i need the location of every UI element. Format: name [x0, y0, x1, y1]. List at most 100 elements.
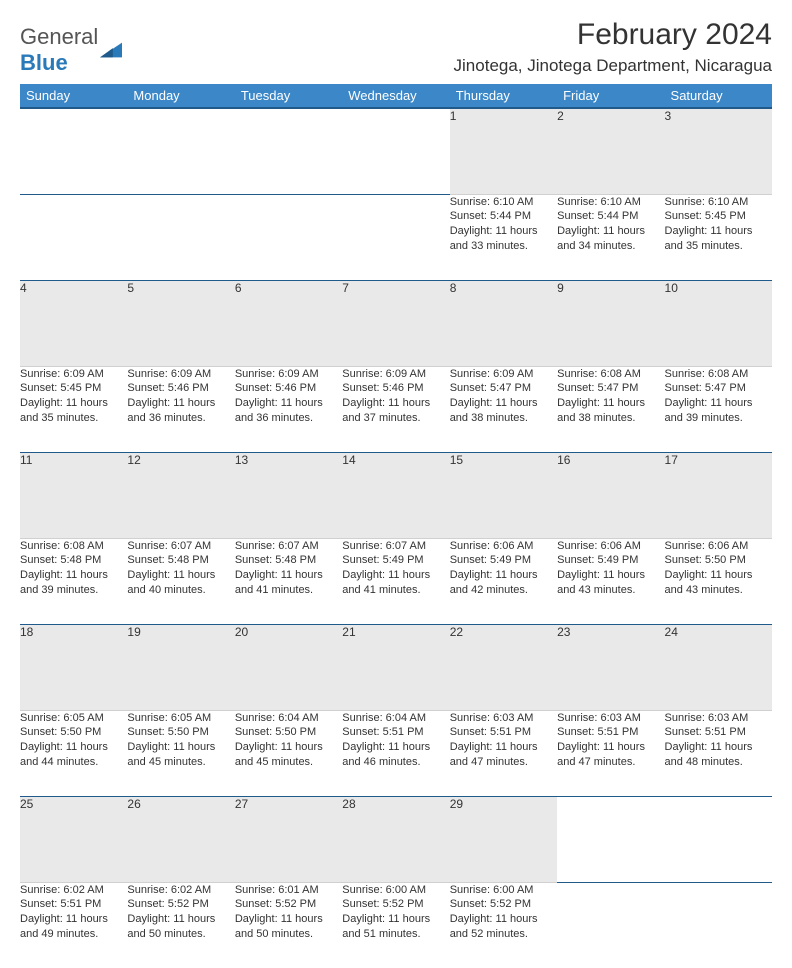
sunset-line: Sunset: 5:46 PM [342, 381, 449, 396]
logo: General Blue [20, 24, 122, 76]
daylight-line: Daylight: 11 hoursand 50 minutes. [127, 912, 234, 942]
daylight-line: Daylight: 11 hoursand 38 minutes. [450, 396, 557, 426]
sunrise-line: Sunrise: 6:05 AM [127, 711, 234, 726]
sunrise-line: Sunrise: 6:06 AM [665, 539, 772, 554]
day-cell: Sunrise: 6:10 AMSunset: 5:45 PMDaylight:… [665, 194, 772, 280]
day-number: 10 [665, 280, 772, 366]
sunrise-line: Sunrise: 6:09 AM [235, 367, 342, 382]
sunset-line: Sunset: 5:51 PM [557, 725, 664, 740]
day-number: 11 [20, 452, 127, 538]
daylight-line: Daylight: 11 hoursand 45 minutes. [127, 740, 234, 770]
sunset-line: Sunset: 5:44 PM [450, 209, 557, 224]
empty-cell [557, 796, 664, 882]
day-number: 25 [20, 796, 127, 882]
logo-text: General Blue [20, 24, 98, 76]
daylight-line: Daylight: 11 hoursand 45 minutes. [235, 740, 342, 770]
day-cell: Sunrise: 6:06 AMSunset: 5:49 PMDaylight:… [450, 538, 557, 624]
sunrise-line: Sunrise: 6:09 AM [127, 367, 234, 382]
day-cell: Sunrise: 6:06 AMSunset: 5:49 PMDaylight:… [557, 538, 664, 624]
sunset-line: Sunset: 5:46 PM [235, 381, 342, 396]
sunrise-line: Sunrise: 6:00 AM [450, 883, 557, 898]
empty-cell [665, 882, 772, 968]
sunrise-line: Sunrise: 6:03 AM [557, 711, 664, 726]
day-cell: Sunrise: 6:04 AMSunset: 5:50 PMDaylight:… [235, 710, 342, 796]
sunset-line: Sunset: 5:48 PM [20, 553, 127, 568]
day-number: 21 [342, 624, 449, 710]
header: General Blue February 2024 Jinotega, Jin… [20, 18, 772, 82]
logo-word-1: General [20, 24, 98, 49]
month-title: February 2024 [454, 18, 772, 52]
day-number: 13 [235, 452, 342, 538]
day-cell: Sunrise: 6:05 AMSunset: 5:50 PMDaylight:… [20, 710, 127, 796]
day-cell: Sunrise: 6:00 AMSunset: 5:52 PMDaylight:… [342, 882, 449, 968]
day-cell: Sunrise: 6:05 AMSunset: 5:50 PMDaylight:… [127, 710, 234, 796]
daylight-line: Daylight: 11 hoursand 51 minutes. [342, 912, 449, 942]
empty-cell [342, 108, 449, 194]
sunrise-line: Sunrise: 6:03 AM [665, 711, 772, 726]
sunrise-line: Sunrise: 6:10 AM [557, 195, 664, 210]
empty-cell [557, 882, 664, 968]
daylight-line: Daylight: 11 hoursand 36 minutes. [127, 396, 234, 426]
day-number: 2 [557, 108, 664, 194]
day-number: 3 [665, 108, 772, 194]
day-cell: Sunrise: 6:01 AMSunset: 5:52 PMDaylight:… [235, 882, 342, 968]
day-cell: Sunrise: 6:03 AMSunset: 5:51 PMDaylight:… [665, 710, 772, 796]
day-cell: Sunrise: 6:10 AMSunset: 5:44 PMDaylight:… [557, 194, 664, 280]
empty-cell [20, 108, 127, 194]
daylight-line: Daylight: 11 hoursand 52 minutes. [450, 912, 557, 942]
calendar-table: SundayMondayTuesdayWednesdayThursdayFrid… [20, 84, 772, 968]
day-number: 28 [342, 796, 449, 882]
sunrise-line: Sunrise: 6:02 AM [127, 883, 234, 898]
sunrise-line: Sunrise: 6:06 AM [450, 539, 557, 554]
sunrise-line: Sunrise: 6:07 AM [127, 539, 234, 554]
sunset-line: Sunset: 5:52 PM [342, 897, 449, 912]
daylight-line: Daylight: 11 hoursand 47 minutes. [557, 740, 664, 770]
sunrise-line: Sunrise: 6:09 AM [20, 367, 127, 382]
weekday-header: Tuesday [235, 84, 342, 108]
sunrise-line: Sunrise: 6:02 AM [20, 883, 127, 898]
sunrise-line: Sunrise: 6:09 AM [450, 367, 557, 382]
daylight-line: Daylight: 11 hoursand 38 minutes. [557, 396, 664, 426]
sunset-line: Sunset: 5:50 PM [665, 553, 772, 568]
daylight-line: Daylight: 11 hoursand 47 minutes. [450, 740, 557, 770]
day-number: 17 [665, 452, 772, 538]
sunset-line: Sunset: 5:49 PM [342, 553, 449, 568]
day-number: 24 [665, 624, 772, 710]
day-number: 5 [127, 280, 234, 366]
day-number: 27 [235, 796, 342, 882]
day-number: 8 [450, 280, 557, 366]
day-cell: Sunrise: 6:09 AMSunset: 5:45 PMDaylight:… [20, 366, 127, 452]
day-cell: Sunrise: 6:03 AMSunset: 5:51 PMDaylight:… [557, 710, 664, 796]
day-number: 1 [450, 108, 557, 194]
day-number: 23 [557, 624, 664, 710]
daylight-line: Daylight: 11 hoursand 50 minutes. [235, 912, 342, 942]
sunrise-line: Sunrise: 6:08 AM [20, 539, 127, 554]
sunset-line: Sunset: 5:50 PM [127, 725, 234, 740]
day-cell: Sunrise: 6:00 AMSunset: 5:52 PMDaylight:… [450, 882, 557, 968]
sunset-line: Sunset: 5:46 PM [127, 381, 234, 396]
daylight-line: Daylight: 11 hoursand 39 minutes. [20, 568, 127, 598]
sunset-line: Sunset: 5:47 PM [557, 381, 664, 396]
day-number: 6 [235, 280, 342, 366]
day-cell: Sunrise: 6:10 AMSunset: 5:44 PMDaylight:… [450, 194, 557, 280]
daylight-line: Daylight: 11 hoursand 35 minutes. [20, 396, 127, 426]
day-cell: Sunrise: 6:07 AMSunset: 5:49 PMDaylight:… [342, 538, 449, 624]
daylight-line: Daylight: 11 hoursand 49 minutes. [20, 912, 127, 942]
daylight-line: Daylight: 11 hoursand 44 minutes. [20, 740, 127, 770]
daylight-line: Daylight: 11 hoursand 43 minutes. [557, 568, 664, 598]
day-cell: Sunrise: 6:09 AMSunset: 5:46 PMDaylight:… [235, 366, 342, 452]
empty-cell [20, 194, 127, 280]
day-cell: Sunrise: 6:02 AMSunset: 5:52 PMDaylight:… [127, 882, 234, 968]
daylight-line: Daylight: 11 hoursand 36 minutes. [235, 396, 342, 426]
weekday-header: Thursday [450, 84, 557, 108]
sunset-line: Sunset: 5:52 PM [127, 897, 234, 912]
daylight-line: Daylight: 11 hoursand 34 minutes. [557, 224, 664, 254]
sunset-line: Sunset: 5:51 PM [342, 725, 449, 740]
sunrise-line: Sunrise: 6:04 AM [235, 711, 342, 726]
daylight-line: Daylight: 11 hoursand 48 minutes. [665, 740, 772, 770]
empty-cell [235, 108, 342, 194]
day-number: 9 [557, 280, 664, 366]
sunset-line: Sunset: 5:44 PM [557, 209, 664, 224]
logo-word-2: Blue [20, 50, 68, 75]
sunrise-line: Sunrise: 6:07 AM [342, 539, 449, 554]
